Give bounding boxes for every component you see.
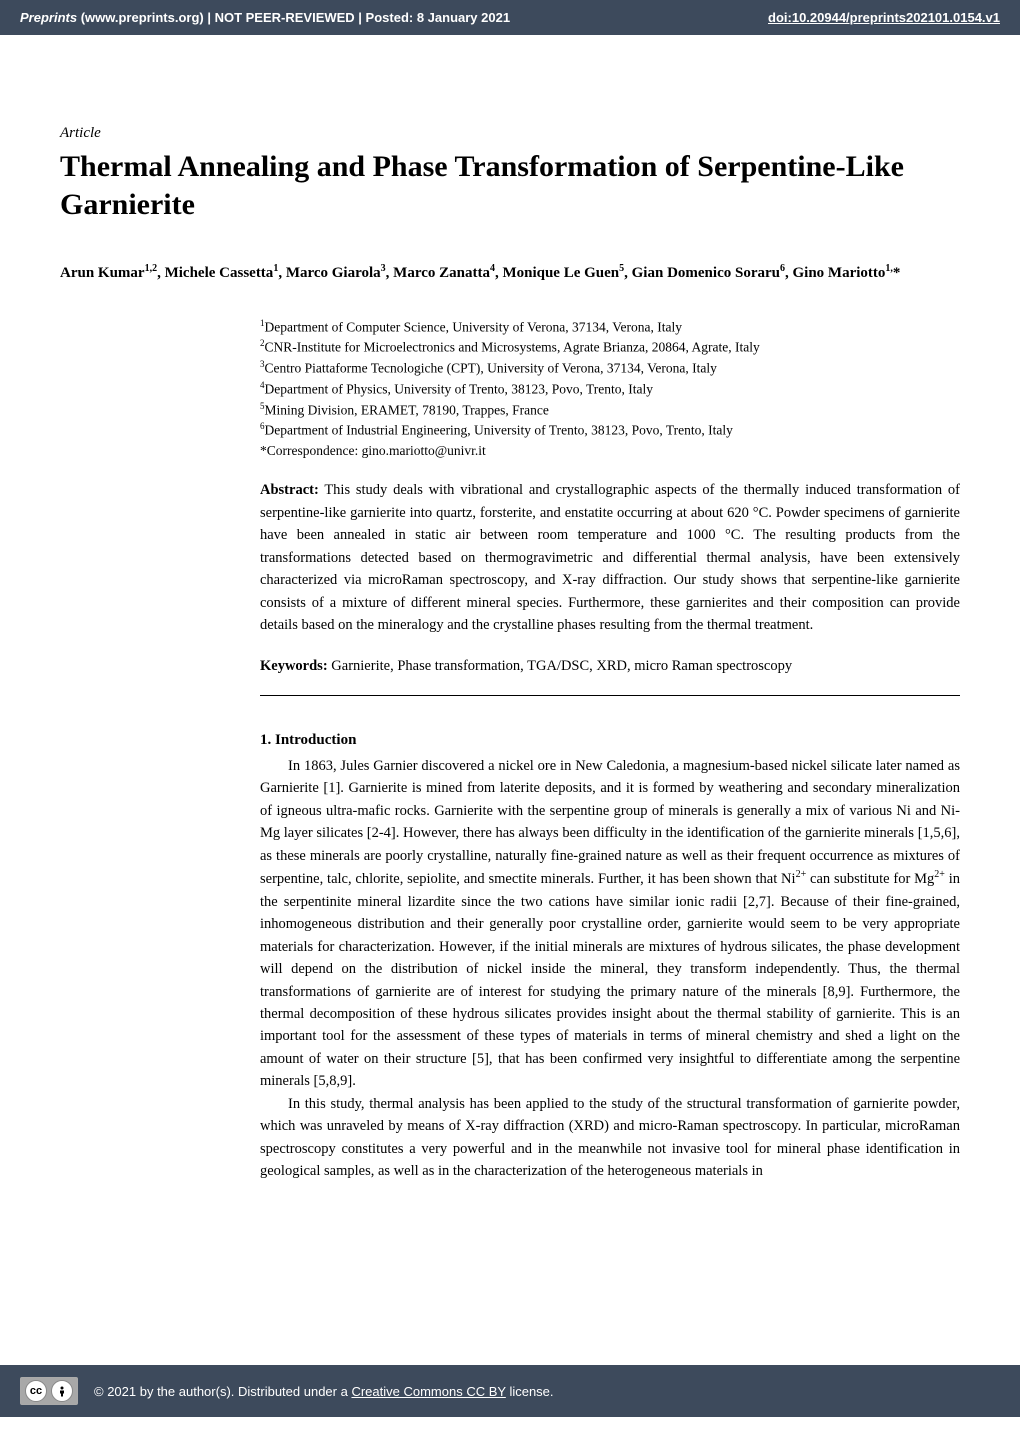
keywords-text: Garnierite, Phase transformation, TGA/DS… [328, 658, 792, 674]
paper-title: Thermal Annealing and Phase Transformati… [60, 148, 960, 223]
footer-text: © 2021 by the author(s). Distributed und… [94, 1384, 554, 1399]
license-suffix: license. [506, 1384, 554, 1399]
affiliation-line: 4Department of Physics, University of Tr… [260, 379, 960, 400]
doi-link[interactable]: doi:10.20944/preprints202101.0154.v1 [768, 10, 1000, 25]
banner-left: Preprints (www.preprints.org) | NOT PEER… [20, 10, 510, 25]
article-type-label: Article [60, 125, 960, 142]
banner-meta: (www.preprints.org) | NOT PEER-REVIEWED … [77, 10, 510, 25]
affiliation-line: 2CNR-Institute for Microelectronics and … [260, 337, 960, 358]
keywords-block: Keywords: Garnierite, Phase transformati… [260, 655, 960, 677]
site-name: Preprints [20, 10, 77, 25]
license-link[interactable]: Creative Commons CC BY [351, 1384, 505, 1399]
affiliation-line: 6Department of Industrial Engineering, U… [260, 420, 960, 441]
paragraph-2: In this study, thermal analysis has been… [260, 1093, 960, 1183]
abstract-block: Abstract: This study deals with vibratio… [260, 479, 960, 636]
correspondence-line: *Correspondence: gino.mariotto@univr.it [260, 441, 960, 461]
preprint-banner: Preprints (www.preprints.org) | NOT PEER… [0, 0, 1020, 35]
license-footer: cc © 2021 by the author(s). Distributed … [0, 1365, 1020, 1417]
by-icon [51, 1380, 73, 1402]
cc-badge: cc [20, 1377, 78, 1405]
affiliation-line: 5Mining Division, ERAMET, 78190, Trappes… [260, 400, 960, 421]
paragraph-1: In 1863, Jules Garnier discovered a nick… [260, 755, 960, 1093]
affiliation-line: 3Centro Piattaforme Tecnologiche (CPT), … [260, 358, 960, 379]
cc-icon: cc [25, 1380, 47, 1402]
abstract-text: This study deals with vibrational and cr… [260, 482, 960, 633]
keywords-label: Keywords: [260, 658, 328, 674]
copyright-prefix: © 2021 by the author(s). Distributed und… [94, 1384, 351, 1399]
abstract-label: Abstract: [260, 482, 319, 498]
page-content: Article Thermal Annealing and Phase Tran… [0, 35, 1020, 1365]
affiliation-line: 1Department of Computer Science, Univers… [260, 317, 960, 338]
section-1-title: 1. Introduction [260, 732, 960, 749]
authors-line: Arun Kumar1,2, Michele Cassetta1, Marco … [60, 261, 960, 285]
banner-right: doi:10.20944/preprints202101.0154.v1 [768, 10, 1000, 25]
divider [260, 695, 960, 696]
body-text: In 1863, Jules Garnier discovered a nick… [260, 755, 960, 1183]
affiliations-block: 1Department of Computer Science, Univers… [260, 317, 960, 462]
